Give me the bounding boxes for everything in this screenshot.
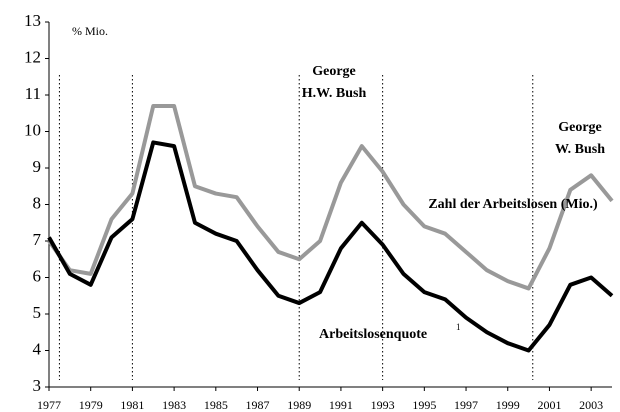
event-label: George W. Bush: [555, 120, 605, 157]
x-tick-label: 1977: [37, 398, 61, 412]
x-tick-label: 2003: [579, 398, 603, 412]
y-tick-label: 8: [33, 193, 42, 212]
series-label: Zahl der Arbeitslosen (Mio.): [428, 197, 598, 212]
y-tick-label: 5: [33, 303, 42, 322]
series-note: 1: [456, 322, 461, 332]
x-tick-label: 1985: [204, 398, 228, 412]
x-tick-label: 1991: [329, 398, 353, 412]
series-line: [47, 103, 614, 291]
x-tick-label: 1989: [287, 398, 311, 412]
x-tick-label: 1981: [120, 398, 144, 412]
y-tick-label: 10: [24, 120, 41, 139]
y-tick-label: 3: [33, 376, 42, 395]
y-tick-label: 13: [24, 11, 41, 30]
x-tick-label: 1979: [79, 398, 103, 412]
y-tick-label: 11: [25, 84, 41, 103]
unit-label: % Mio.: [72, 24, 108, 38]
y-tick-label: 6: [33, 266, 42, 285]
x-tick-label: 1995: [412, 398, 436, 412]
y-tick-label: 9: [33, 157, 42, 176]
x-tick-label: 2001: [537, 398, 561, 412]
x-tick-label: 1999: [496, 398, 520, 412]
x-tick-label: 1983: [162, 398, 186, 412]
series-line: [47, 140, 614, 353]
x-tick-label: 1997: [454, 398, 478, 412]
y-tick-label: 4: [33, 339, 42, 358]
y-tick-label: 7: [33, 230, 42, 249]
event-label: George H.W. Bush: [302, 64, 367, 101]
x-tick-label: 1993: [371, 398, 395, 412]
y-tick-label: 12: [24, 47, 41, 66]
x-tick-label: 1987: [246, 398, 270, 412]
series-label: Arbeitslosenquote: [319, 327, 427, 342]
